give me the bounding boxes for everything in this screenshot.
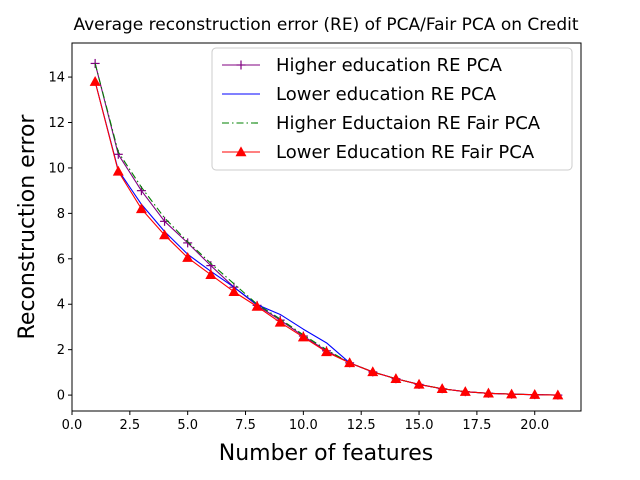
y-tick-label: 0	[57, 389, 65, 404]
legend-label: Lower Education RE Fair PCA	[276, 142, 535, 163]
y-tick-label: 14	[48, 71, 65, 86]
data-point	[552, 389, 564, 400]
chart-title: Average reconstruction error (RE) of PCA…	[73, 15, 578, 35]
y-tick-label: 8	[57, 207, 65, 222]
x-axis-title: Number of features	[219, 441, 433, 466]
data-point	[228, 286, 240, 296]
data-point	[321, 346, 332, 357]
legend-label: Higher Eductaion RE Fair PCA	[276, 113, 541, 134]
data-point	[251, 300, 263, 311]
data-point	[506, 388, 518, 399]
data-point	[89, 75, 101, 86]
x-tick-label: 15.0	[405, 418, 434, 433]
data-point	[182, 252, 194, 262]
x-tick-label: 10.0	[289, 418, 318, 433]
data-point	[344, 357, 356, 368]
x-tick-label: 0.0	[62, 418, 83, 433]
data-point	[390, 373, 402, 383]
x-axis: 0.0 2.5 5.0 7.5 10.0 12.5 15.0 17.5 20.0	[62, 411, 549, 433]
data-point	[413, 378, 425, 389]
data-point	[529, 389, 541, 399]
y-tick-label: 4	[57, 298, 65, 313]
y-tick-label: 10	[48, 161, 65, 176]
y-tick-label: 6	[57, 252, 65, 267]
legend: Higher education RE PCA Lower education R…	[211, 47, 573, 171]
data-point	[274, 316, 286, 327]
data-point	[367, 366, 379, 377]
x-tick-label: 7.5	[235, 418, 256, 433]
data-point	[112, 165, 124, 176]
legend-label: Lower education RE PCA	[276, 84, 497, 105]
y-axis: 0 2 4 6 8 10 12 14	[48, 71, 72, 404]
plot-area	[89, 58, 564, 400]
data-point	[459, 386, 471, 396]
data-point	[183, 238, 193, 248]
x-tick-label: 2.5	[119, 418, 140, 433]
data-point	[135, 203, 147, 214]
x-tick-label: 5.0	[177, 418, 198, 433]
data-point	[297, 331, 309, 342]
y-axis-title: Reconstruction error	[15, 114, 40, 340]
data-point	[482, 387, 494, 398]
y-tick-label: 12	[48, 116, 65, 131]
legend-marker	[235, 146, 247, 157]
y-tick-label: 2	[57, 343, 65, 358]
axes-frame	[71, 42, 582, 412]
x-tick-label: 17.5	[462, 418, 491, 433]
data-point	[205, 269, 217, 279]
legend-marker	[236, 60, 246, 70]
x-tick-label: 20.0	[520, 418, 549, 433]
legend-label: Higher education RE PCA	[276, 55, 503, 76]
data-point	[159, 229, 171, 240]
data-point	[436, 383, 448, 393]
x-tick-label: 12.5	[347, 418, 376, 433]
legend-box	[211, 47, 573, 171]
